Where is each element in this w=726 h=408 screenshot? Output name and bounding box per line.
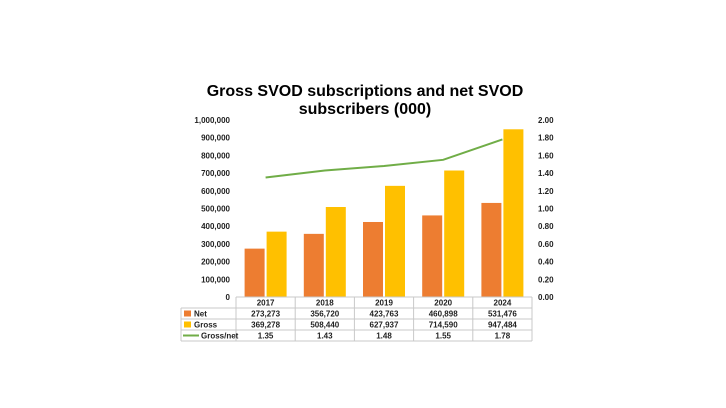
legend-label: Net [194, 310, 207, 319]
table-cell: 714,590 [429, 321, 458, 330]
bar-gross [503, 129, 524, 297]
left-axis-tick-label: 400,000 [201, 222, 230, 231]
bar-net [422, 215, 443, 297]
table-cell: 460,898 [429, 310, 458, 319]
right-axis-tick-label: 1.80 [538, 134, 554, 143]
table-cell: 356,720 [310, 310, 339, 319]
bar-gross [444, 170, 465, 297]
right-axis-tick-label: 1.40 [538, 169, 554, 178]
bar-gross [385, 185, 405, 297]
table-cell: 947,484 [488, 321, 517, 330]
right-axis-tick-label: 0.20 [538, 275, 554, 284]
table-cell: 273,273 [251, 310, 280, 319]
table-cell: 1.43 [317, 332, 333, 341]
table-cell: 1.78 [495, 332, 511, 341]
bar-net [363, 221, 383, 297]
category-label: 2019 [375, 299, 393, 308]
left-axis-tick-label: 700,000 [201, 169, 230, 178]
table-cell: 1.35 [258, 332, 274, 341]
legend-swatch [184, 321, 191, 328]
table-cell: 1.48 [376, 332, 392, 341]
category-label: 2017 [257, 299, 275, 308]
table-cell: 627,937 [370, 321, 399, 330]
left-axis-tick-label: 500,000 [201, 205, 230, 214]
left-axis-tick-label: 100,000 [201, 275, 230, 284]
bar-net [303, 233, 324, 297]
left-axis: 0 100,000 200,000 300,000 400,000 500,000 600,… [194, 116, 230, 302]
right-axis-tick-label: 0.40 [538, 258, 554, 267]
data-table: 2017 2018 2019 2020 2024 Net 273,273 356,720 423… [180, 296, 533, 342]
table-cell: 531,476 [488, 310, 517, 319]
table-cell: 508,440 [310, 321, 339, 330]
legend-swatch [184, 310, 191, 317]
table-cell: 423,763 [370, 310, 399, 319]
left-axis-tick-label: 900,000 [201, 134, 230, 143]
bar-net [244, 248, 265, 297]
legend-label: Gross [194, 321, 218, 330]
right-axis-tick-label: 1.60 [538, 151, 554, 160]
bar-gross [325, 207, 346, 297]
right-axis-tick-label: 2.00 [538, 116, 554, 125]
left-axis-tick-label: 1,000,000 [194, 116, 230, 125]
category-label: 2020 [434, 299, 452, 308]
chart-title-line: subscribers (000) [299, 101, 432, 118]
left-axis-tick-label: 200,000 [201, 258, 230, 267]
left-axis-tick-label: 0 [226, 293, 231, 302]
left-axis-tick-label: 600,000 [201, 187, 230, 196]
line-series-gross-net [265, 138, 503, 179]
plot-area [244, 129, 524, 297]
right-axis-tick-label: 0.00 [538, 293, 554, 302]
bar-gross [266, 231, 287, 297]
right-axis-tick-label: 1.20 [538, 187, 554, 196]
category-label: 2018 [316, 299, 334, 308]
table-cell: 1.55 [435, 332, 451, 341]
right-axis-tick-label: 0.80 [538, 222, 554, 231]
legend-label: Gross/net [201, 332, 239, 341]
right-axis: 0.00 0.20 0.40 0.60 0.80 1.00 1.20 1.40 1.60 1.80… [538, 116, 554, 302]
bar-net [481, 202, 502, 297]
chart-title: Gross SVOD subscriptions and net SVODsub… [207, 83, 524, 118]
left-axis-tick-label: 300,000 [201, 240, 230, 249]
right-axis-tick-label: 0.60 [538, 240, 554, 249]
left-axis-tick-label: 800,000 [201, 151, 230, 160]
chart-title-line: Gross SVOD subscriptions and net SVOD [207, 83, 524, 100]
right-axis-tick-label: 1.00 [538, 205, 554, 214]
category-label: 2024 [494, 299, 512, 308]
table-cell: 369,278 [251, 321, 280, 330]
